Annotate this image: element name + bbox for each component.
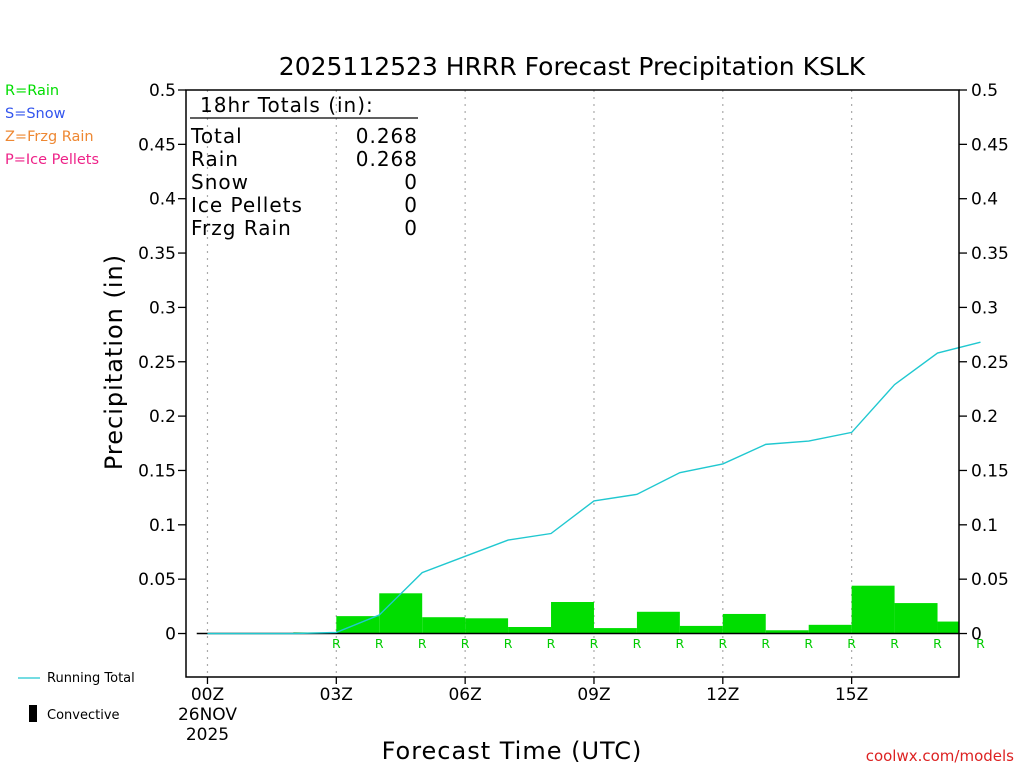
y-tick-label-right: 0.1 — [971, 516, 998, 536]
y-tick-label: 0.1 — [149, 516, 176, 536]
y-tick-label: 0.45 — [138, 135, 176, 155]
y-tick-label: 0.25 — [138, 353, 176, 373]
rain-bar — [336, 616, 380, 634]
x-tick-label: 15Z — [835, 685, 868, 705]
ptype-label: R — [718, 636, 727, 651]
totals-row-value: 0 — [404, 170, 418, 194]
precip-legend-item: S=Snow — [5, 106, 66, 122]
totals-row-label: Snow — [191, 170, 249, 194]
totals-row-label: Frzg Rain — [191, 216, 292, 240]
convective-legend-label: Convective — [47, 708, 120, 723]
precip-legend-item: P=Ice Pellets — [5, 152, 99, 168]
rain-bar — [894, 603, 938, 634]
ptype-label: R — [890, 636, 899, 651]
y-tick-label: 0.3 — [149, 298, 176, 318]
chart-title: 2025112523 HRRR Forecast Precipitation K… — [279, 52, 866, 81]
ptype-label: R — [590, 636, 599, 651]
ptype-label: R — [633, 636, 642, 651]
x-tick-year: 2025 — [186, 725, 229, 745]
credit: coolwx.com/models — [866, 747, 1014, 765]
y-tick-label-right: 0.3 — [971, 298, 998, 318]
y-tick-label-right: 0.15 — [971, 461, 1009, 481]
ptype-label: R — [418, 636, 427, 651]
rain-bar — [379, 593, 423, 634]
running-total-line — [207, 341, 981, 635]
bars — [293, 585, 959, 634]
x-tick-label: 12Z — [706, 685, 739, 705]
y-axis-label: Precipitation (in) — [100, 254, 128, 470]
x-tick-label: 03Z — [320, 685, 353, 705]
ptype-label: R — [804, 636, 813, 651]
rain-bar — [851, 585, 895, 634]
totals-row-label: Total — [190, 124, 243, 148]
rain-bar — [722, 613, 766, 634]
y-tick-label-right: 0.45 — [971, 135, 1009, 155]
y-tick-label-right: 0 — [971, 625, 982, 645]
x-tick-date: 26NOV — [178, 705, 237, 725]
totals-row-label: Ice Pellets — [191, 193, 303, 217]
y-tick-label: 0.5 — [149, 81, 176, 101]
y-tick-label: 0 — [165, 625, 176, 645]
ptype-label: R — [761, 636, 770, 651]
rain-bar — [551, 601, 594, 634]
ptype-label: R — [847, 636, 856, 651]
totals-row-value: 0.268 — [356, 147, 418, 171]
precip-type-legend: R=Rain S=Snow Z=Frzg Rain P=Ice Pellets — [5, 83, 99, 168]
ptype-label: R — [461, 636, 470, 651]
running-total-legend-label: Running Total — [47, 671, 135, 686]
y-tick-label: 0.4 — [149, 190, 176, 210]
rain-bar — [808, 624, 852, 634]
y-tick-label: 0.05 — [138, 570, 176, 590]
rain-bar — [422, 617, 466, 634]
ptype-label: R — [504, 636, 513, 651]
ptype-label: R — [547, 636, 556, 651]
y-tick-label-right: 0.35 — [971, 244, 1009, 264]
bottom-legend: Running Total Convective — [18, 671, 135, 723]
y-tick-label: 0.2 — [149, 407, 176, 427]
x-tick-label: 00Z — [191, 685, 224, 705]
totals-row-value: 0 — [404, 216, 418, 240]
rain-bar — [679, 625, 723, 634]
y-axis-left: 0.5 0.45 0.4 0.35 0.3 0.25 0.2 0.15 0.1 0.05 0 — [138, 81, 186, 645]
rain-bar — [465, 618, 509, 634]
y-tick-label: 0.15 — [138, 461, 176, 481]
y-tick-label-right: 0.4 — [971, 190, 998, 210]
totals-header: 18hr Totals (in): — [200, 93, 374, 117]
y-tick-label-right: 0.05 — [971, 570, 1009, 590]
y-axis-right: 0.5 0.45 0.4 0.35 0.3 0.25 0.2 0.15 0.1 0.05 0 — [959, 81, 1009, 645]
rain-bar — [508, 626, 552, 634]
convective-swatch — [29, 705, 37, 722]
totals-row-value: 0.268 — [356, 124, 418, 148]
rain-bar — [765, 630, 809, 634]
totals-row-label: Rain — [191, 147, 239, 171]
ptype-label: R — [976, 636, 985, 651]
y-tick-label: 0.35 — [138, 244, 176, 264]
rain-bar — [593, 628, 637, 634]
precip-legend-item: R=Rain — [5, 83, 59, 99]
ptype-label: R — [676, 636, 685, 651]
ptype-label: R — [933, 636, 942, 651]
precip-legend-item: Z=Frzg Rain — [5, 129, 94, 145]
ptype-label: R — [332, 636, 341, 651]
plot-frame — [185, 89, 960, 678]
totals-row-value: 0 — [404, 193, 418, 217]
x-tick-label: 09Z — [577, 685, 610, 705]
y-tick-label-right: 0.5 — [971, 81, 998, 101]
totals-box: 18hr Totals (in): Total 0.268 Rain 0.268 Snow… — [190, 93, 418, 240]
y-tick-label-right: 0.2 — [971, 407, 998, 427]
running-total-series — [207, 341, 981, 635]
x-tick-label: 06Z — [448, 685, 481, 705]
grid-lines — [206, 90, 853, 677]
y-tick-label-right: 0.25 — [971, 353, 1009, 373]
rain-bar — [636, 611, 680, 634]
ptype-label: R — [375, 636, 384, 651]
rain-bar — [937, 621, 959, 634]
x-axis-label: Forecast Time (UTC) — [382, 737, 643, 765]
